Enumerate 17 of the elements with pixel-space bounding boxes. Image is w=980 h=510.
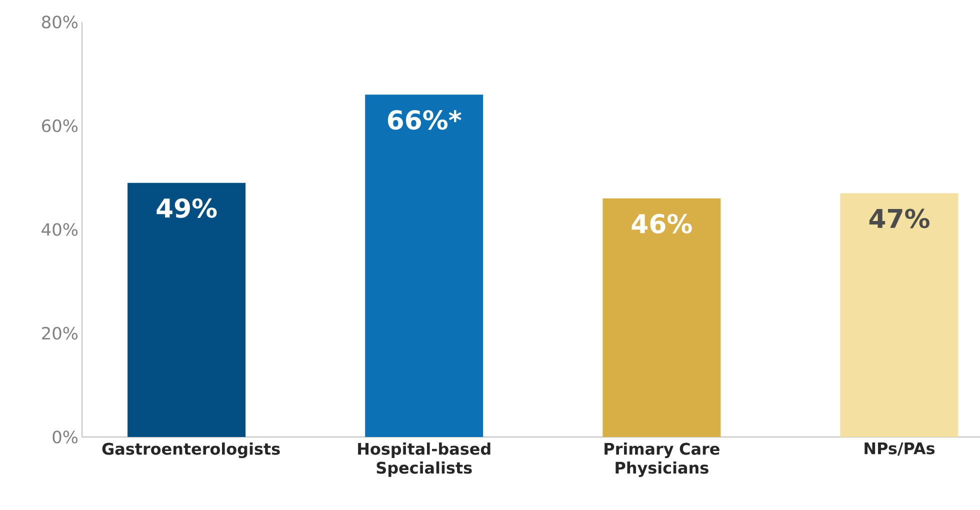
bar: [365, 94, 484, 437]
data-label: 66%*: [388, 110, 462, 130]
data-label: 49%: [156, 198, 217, 218]
y-tick-label: 60%: [42, 119, 78, 132]
y-tick-label: 40%: [42, 223, 78, 236]
x-tick-label: Primary Care Physicians: [604, 442, 720, 477]
data-label: 46%: [632, 214, 692, 234]
x-tick-label: Hospital-based Specialists: [358, 442, 490, 477]
bar: [128, 182, 246, 437]
y-tick-label: 80%: [42, 16, 78, 28]
y-tick-label: 0%: [52, 430, 78, 444]
data-label: 47%: [869, 208, 930, 228]
x-tick-label: NPs/PAs: [864, 442, 935, 456]
y-tick-label: 20%: [42, 326, 78, 340]
bar: [840, 193, 958, 437]
x-tick-label: Gastroenterologists: [102, 442, 280, 458]
bar: [602, 198, 721, 437]
